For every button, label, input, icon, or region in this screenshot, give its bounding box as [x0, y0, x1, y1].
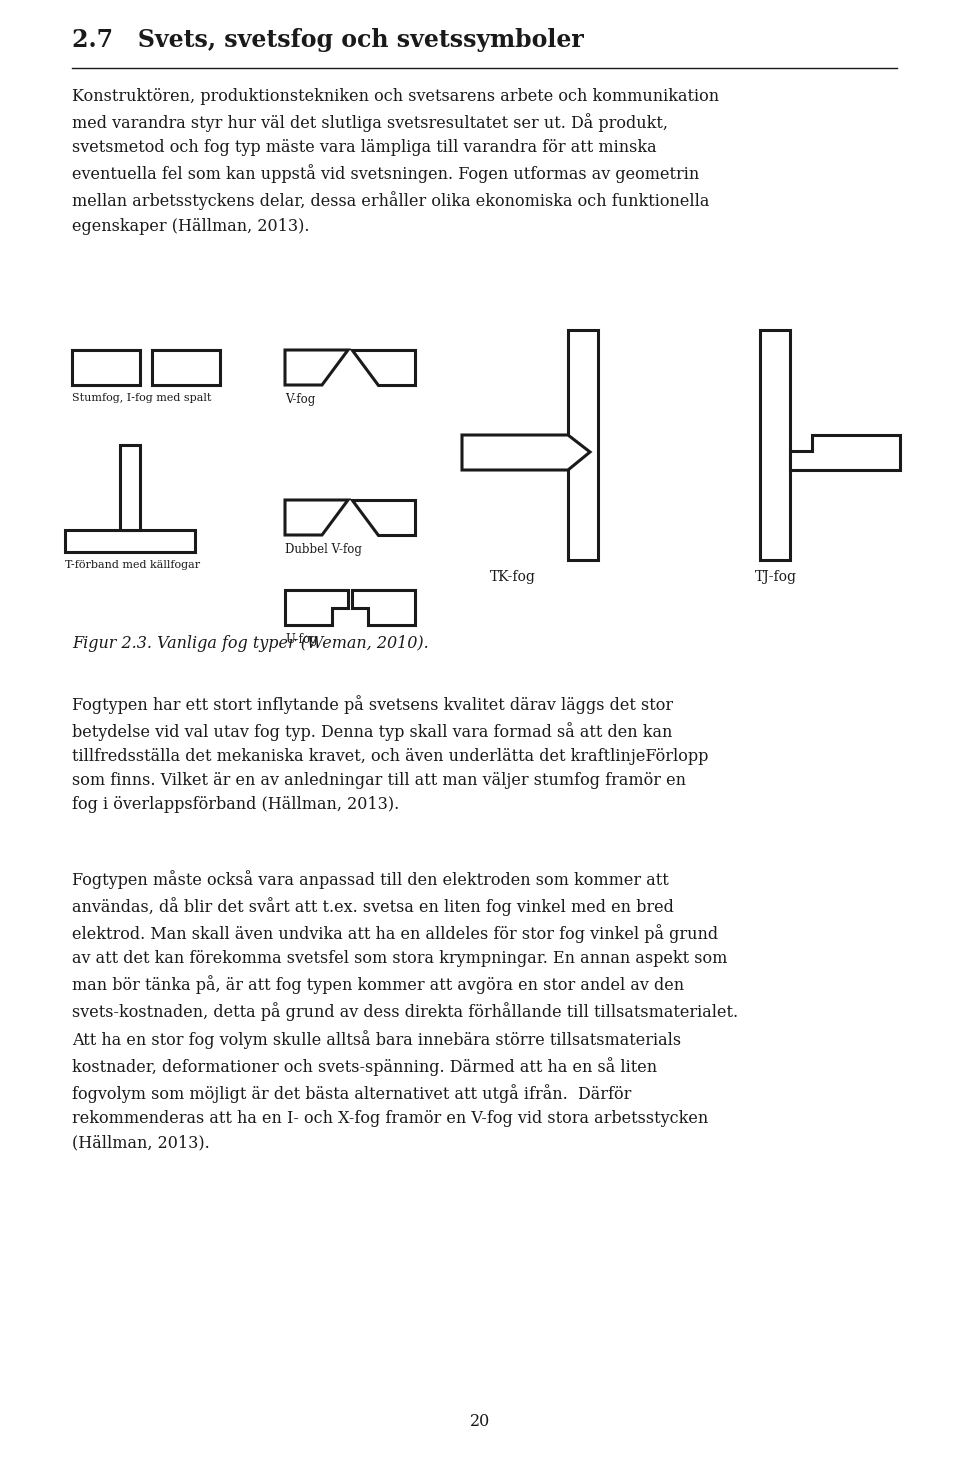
Polygon shape	[285, 500, 348, 535]
Text: Konstruktören, produktionstekniken och svetsarens arbete och kommunikation
med v: Konstruktören, produktionstekniken och s…	[72, 88, 719, 234]
Bar	[65, 530, 195, 552]
Text: Dubbel V-fog: Dubbel V-fog	[285, 544, 362, 557]
Bar	[72, 350, 140, 385]
Polygon shape	[352, 350, 415, 385]
Text: T-förband med källfogar: T-förband med källfogar	[65, 560, 200, 570]
Polygon shape	[285, 350, 348, 385]
Bar	[760, 330, 790, 560]
Text: 20: 20	[469, 1414, 491, 1430]
Text: TK-fog: TK-fog	[490, 570, 536, 585]
Bar	[568, 330, 598, 560]
Bar	[152, 350, 220, 385]
Bar	[120, 445, 140, 530]
Polygon shape	[462, 435, 590, 470]
Polygon shape	[352, 500, 415, 535]
Text: Fogtypen har ett stort inflytande på svetsens kvalitet därav läggs det stor
bety: Fogtypen har ett stort inflytande på sve…	[72, 694, 708, 813]
Text: Fogtypen måste också vara anpassad till den elektroden som kommer att
användas, : Fogtypen måste också vara anpassad till …	[72, 870, 738, 1151]
Polygon shape	[285, 590, 348, 626]
Text: 2.7   Svets, svetsfog och svetssymboler: 2.7 Svets, svetsfog och svetssymboler	[72, 28, 584, 51]
Polygon shape	[790, 435, 900, 470]
Text: V-fog: V-fog	[285, 393, 315, 406]
Text: TJ-fog: TJ-fog	[755, 570, 797, 585]
Text: U-fog: U-fog	[285, 633, 318, 646]
Text: Stumfog, I-fog med spalt: Stumfog, I-fog med spalt	[72, 393, 211, 403]
Polygon shape	[352, 590, 415, 626]
Text: Figur 2.3. Vanliga fog typer (Weman, 2010).: Figur 2.3. Vanliga fog typer (Weman, 201…	[72, 634, 429, 652]
